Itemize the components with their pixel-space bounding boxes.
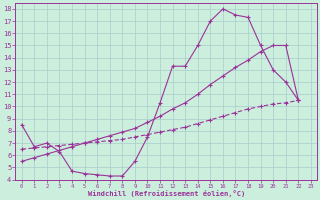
X-axis label: Windchill (Refroidissement éolien,°C): Windchill (Refroidissement éolien,°C): [88, 190, 245, 197]
